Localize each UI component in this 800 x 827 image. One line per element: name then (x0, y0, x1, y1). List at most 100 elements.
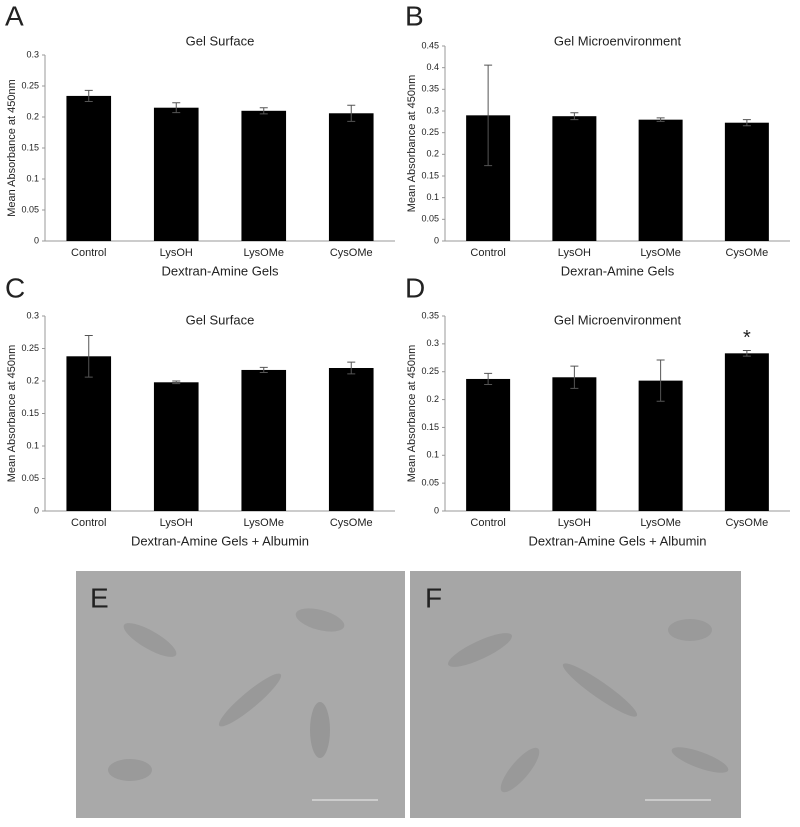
x-axis-label: Dextran-Amine Gels + Albumin (131, 533, 309, 548)
x-axis-label: Dextran-Amine Gels (161, 263, 279, 278)
y-axis-label: Mean Absorbance at 450nm (6, 79, 18, 217)
error-bar (84, 335, 93, 378)
y-tick-label: 0 (434, 505, 439, 515)
y-tick-label: 0.25 (421, 127, 439, 137)
x-tick-label: Control (71, 517, 106, 529)
y-tick-label: 0.05 (421, 214, 439, 224)
x-tick-label: LysOMe (243, 247, 284, 259)
bar (66, 356, 112, 511)
bar (724, 353, 769, 511)
error-bar (742, 119, 751, 127)
y-tick-label: 0.1 (426, 450, 439, 460)
panel-label: D (405, 272, 425, 303)
y-tick-label: 0 (34, 235, 39, 245)
y-tick-label: 0.15 (21, 142, 39, 152)
y-tick-label: 0.05 (421, 478, 439, 488)
y-tick-label: 0.3 (426, 105, 439, 115)
error-bar (656, 117, 665, 122)
error-bar (84, 89, 93, 102)
error-bar (570, 365, 579, 389)
y-tick-label: 0.05 (21, 473, 39, 483)
y-axis-label: Mean Absorbance at 450nm (406, 75, 418, 213)
bar (241, 369, 287, 511)
x-tick-label: LysOH (558, 247, 591, 259)
y-tick-label: 0.35 (421, 310, 439, 320)
chart-title: Gel Microenvironment (554, 33, 682, 48)
y-tick-label: 0.35 (421, 84, 439, 94)
x-tick-label: LysOMe (640, 517, 681, 529)
bar (153, 382, 199, 511)
y-tick-label: 0.15 (21, 408, 39, 418)
panel-label: C (5, 272, 25, 303)
error-bar (742, 350, 751, 357)
x-tick-label: LysOMe (243, 517, 284, 529)
y-tick-label: 0.1 (426, 192, 439, 202)
x-tick-label: CysOMe (330, 517, 373, 529)
bar (552, 116, 597, 241)
micrograph-f (410, 571, 741, 818)
y-tick-label: 0.15 (421, 422, 439, 432)
x-tick-label: Control (71, 247, 106, 259)
bar (724, 122, 769, 241)
x-tick-label: LysOH (160, 517, 193, 529)
error-bar (172, 380, 181, 385)
x-tick-label: Control (470, 517, 505, 529)
x-axis-label: Dexran-Amine Gels (561, 263, 675, 278)
panel-label: E (90, 582, 109, 613)
x-tick-label: LysOH (160, 247, 193, 259)
y-tick-label: 0.1 (26, 440, 39, 450)
chart-title: Gel Microenvironment (554, 312, 682, 327)
y-tick-label: 0.25 (21, 80, 39, 90)
y-tick-label: 0.2 (26, 375, 39, 385)
error-bar (172, 102, 181, 114)
y-tick-label: 0.2 (26, 111, 39, 121)
error-bar (259, 366, 268, 374)
error-bar (484, 372, 493, 386)
annotation: * (743, 327, 751, 349)
bar (66, 95, 112, 241)
chart-title: Gel Surface (186, 312, 255, 327)
bar (466, 378, 511, 511)
micrograph-e (76, 571, 405, 818)
panel-label: B (405, 0, 424, 31)
bar (638, 380, 683, 511)
x-tick-label: CysOMe (725, 517, 768, 529)
y-tick-label: 0.3 (26, 49, 39, 59)
x-tick-label: Control (470, 247, 505, 259)
x-tick-label: LysOH (558, 517, 591, 529)
error-bar (570, 112, 579, 121)
y-tick-label: 0.2 (426, 149, 439, 159)
y-tick-label: 0.2 (426, 394, 439, 404)
y-tick-label: 0.45 (421, 40, 439, 50)
bar (552, 377, 597, 511)
x-tick-label: LysOMe (640, 247, 681, 259)
y-tick-label: 0 (34, 505, 39, 515)
y-tick-label: 0.3 (26, 310, 39, 320)
error-bar (656, 359, 665, 402)
y-tick-label: 0.15 (421, 170, 439, 180)
y-tick-label: 0 (434, 235, 439, 245)
y-tick-label: 0.3 (426, 338, 439, 348)
y-axis-label: Mean Absorbance at 450nm (6, 345, 18, 483)
y-tick-label: 0.4 (426, 62, 439, 72)
y-tick-label: 0.1 (26, 173, 39, 183)
y-tick-label: 0.25 (21, 343, 39, 353)
x-tick-label: CysOMe (330, 247, 373, 259)
bar (638, 119, 683, 241)
y-tick-label: 0.25 (421, 366, 439, 376)
y-axis-label: Mean Absorbance at 450nm (406, 345, 418, 483)
panel-label: A (5, 0, 24, 31)
error-bar (259, 107, 268, 115)
error-bar (484, 64, 493, 167)
error-bar (347, 361, 356, 375)
x-tick-label: CysOMe (725, 247, 768, 259)
bar (328, 368, 374, 511)
bar (328, 113, 374, 241)
bar (153, 107, 199, 241)
bar (241, 110, 287, 241)
panel-label: F (425, 582, 442, 613)
y-tick-label: 0.05 (21, 204, 39, 214)
x-axis-label: Dextran-Amine Gels + Albumin (528, 533, 706, 548)
chart-title: Gel Surface (186, 33, 255, 48)
